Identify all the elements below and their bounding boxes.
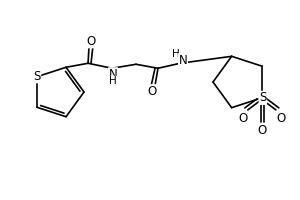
Text: O: O [238, 112, 248, 125]
Text: O: O [257, 124, 266, 137]
Text: N: N [109, 68, 117, 81]
Text: H: H [109, 76, 117, 86]
Text: S: S [259, 91, 266, 104]
Text: S: S [33, 70, 41, 83]
Text: O: O [147, 85, 157, 98]
Text: O: O [86, 35, 96, 48]
Text: H: H [172, 49, 180, 59]
Text: O: O [276, 112, 286, 125]
Text: N: N [179, 54, 188, 67]
